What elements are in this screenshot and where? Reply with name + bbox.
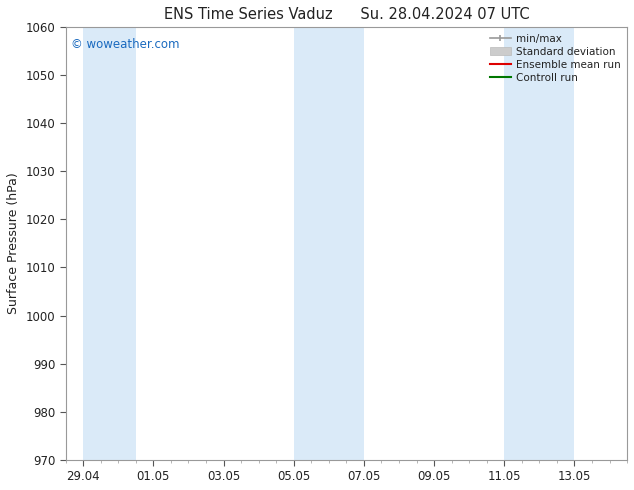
Bar: [504, 27, 574, 460]
Legend: min/max, Standard deviation, Ensemble mean run, Controll run: min/max, Standard deviation, Ensemble me…: [486, 29, 625, 87]
Text: © woweather.com: © woweather.com: [71, 38, 180, 51]
Bar: [294, 27, 364, 460]
Bar: [83, 27, 136, 460]
Title: ENS Time Series Vaduz      Su. 28.04.2024 07 UTC: ENS Time Series Vaduz Su. 28.04.2024 07 …: [164, 7, 529, 22]
Y-axis label: Surface Pressure (hPa): Surface Pressure (hPa): [7, 172, 20, 314]
